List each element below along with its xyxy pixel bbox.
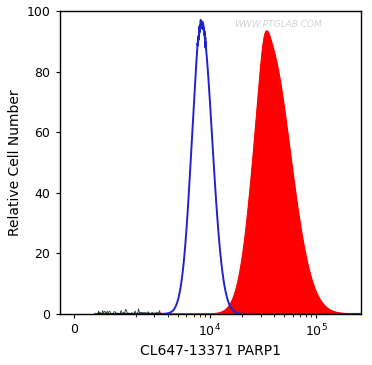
X-axis label: CL647-13371 PARP1: CL647-13371 PARP1 bbox=[140, 344, 281, 358]
Y-axis label: Relative Cell Number: Relative Cell Number bbox=[9, 89, 22, 236]
Text: WWW.PTGLAB.COM: WWW.PTGLAB.COM bbox=[234, 20, 322, 29]
